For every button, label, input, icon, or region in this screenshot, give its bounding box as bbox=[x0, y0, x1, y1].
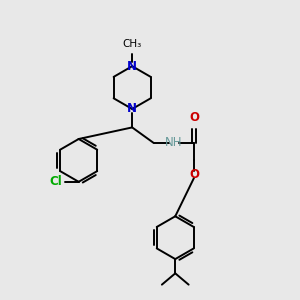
Text: Cl: Cl bbox=[50, 175, 62, 188]
Text: O: O bbox=[189, 111, 199, 124]
Text: N: N bbox=[127, 103, 137, 116]
Text: CH₃: CH₃ bbox=[122, 39, 142, 49]
Text: O: O bbox=[189, 168, 199, 181]
Text: N: N bbox=[127, 60, 137, 73]
Text: NH: NH bbox=[165, 136, 182, 149]
